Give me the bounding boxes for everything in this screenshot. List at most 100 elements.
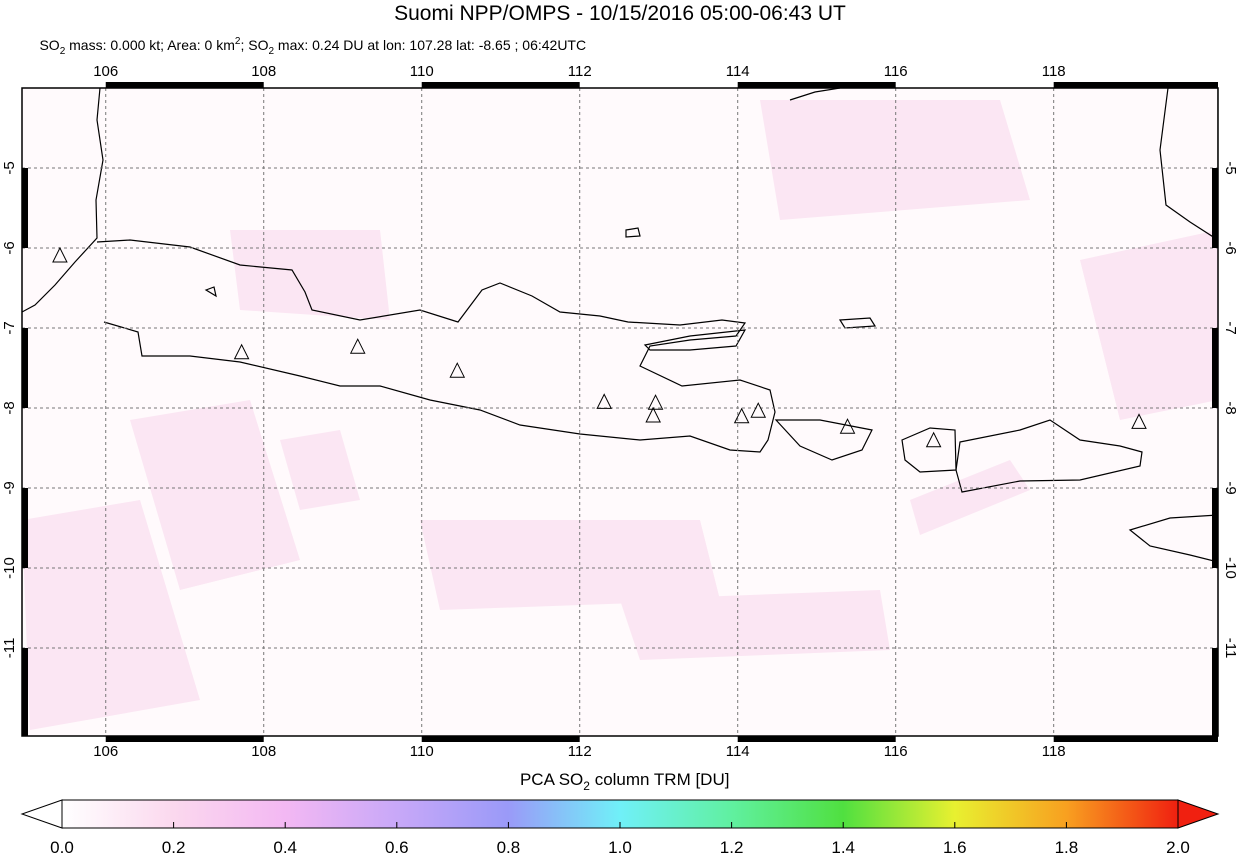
subtitle-part: max: 0.24 DU at lon: 107.28 lat: -8.65 ;… bbox=[274, 37, 586, 53]
x-tick-label: 116 bbox=[884, 63, 908, 80]
coast-java bbox=[96, 239, 776, 453]
colorbar-tick-label: 1.6 bbox=[943, 838, 967, 855]
patch bbox=[420, 520, 720, 610]
volcano bbox=[1131, 413, 1147, 429]
colorbar-under bbox=[20, 799, 63, 829]
y-tick-label: -5 bbox=[1222, 161, 1239, 174]
x-tick-label: 108 bbox=[251, 743, 276, 760]
volcano bbox=[349, 338, 366, 354]
y-tick-label: -7 bbox=[1, 321, 18, 334]
coast-island bbox=[838, 317, 877, 329]
coast-sumba bbox=[1128, 514, 1218, 563]
volcano bbox=[733, 407, 750, 424]
x-tick-label: 110 bbox=[410, 743, 434, 760]
colorbar-tick-label: 1.8 bbox=[1055, 838, 1079, 855]
volcano bbox=[645, 406, 661, 423]
coast-north bbox=[789, 88, 841, 101]
subtitle-part: SO bbox=[39, 37, 59, 53]
x-tick-label: 114 bbox=[726, 743, 750, 760]
frame-bar bbox=[1212, 328, 1218, 408]
title: Suomi NPP/OMPS - 10/15/2016 05:00-06:43 … bbox=[394, 2, 846, 25]
frame-bar bbox=[1212, 488, 1218, 568]
frame-bar bbox=[105, 82, 264, 88]
frame-bar bbox=[22, 168, 28, 248]
colorbar-label: PCA SO2 column TRM [DU] bbox=[496, 770, 743, 793]
patch bbox=[910, 460, 1030, 535]
y-tick-label: -10 bbox=[1222, 557, 1239, 579]
colorbar-label-sub: 2 bbox=[583, 779, 590, 793]
colorbar-tick-label: 0.2 bbox=[162, 838, 186, 855]
frame-bars bbox=[22, 82, 1218, 742]
patch bbox=[230, 230, 390, 320]
coast-island bbox=[204, 286, 217, 298]
y-tick-label: -8 bbox=[1, 401, 18, 414]
y-tick-label: -9 bbox=[1222, 481, 1239, 494]
x-tick-label: 110 bbox=[410, 63, 434, 80]
frame-bar bbox=[105, 736, 264, 742]
colorbar-over bbox=[1177, 799, 1220, 829]
y-tick-label: -9 bbox=[1, 481, 18, 494]
x-tick-label: 116 bbox=[884, 743, 908, 760]
volcano bbox=[449, 362, 466, 378]
x-tick-label: 118 bbox=[1042, 63, 1066, 80]
volcano bbox=[596, 393, 613, 409]
x-tick-label: 106 bbox=[93, 743, 118, 760]
x-tick-label: 114 bbox=[726, 63, 750, 80]
y-tick-label: -8 bbox=[1222, 401, 1239, 414]
subtitle-sub: 2 bbox=[60, 46, 66, 57]
x-tick-label: 112 bbox=[568, 63, 592, 80]
patch bbox=[760, 100, 1030, 220]
volcano bbox=[925, 431, 942, 448]
colorbar-ticks: 0.0 0.2 0.4 0.6 0.8 1.0 1.2 1.4 1.6 1.8 2.0 bbox=[50, 822, 1190, 855]
y-tick-label: -7 bbox=[1222, 321, 1239, 334]
y-tick-label: -6 bbox=[1, 241, 18, 254]
patch bbox=[280, 430, 360, 510]
frame-bar bbox=[1053, 82, 1218, 88]
grid bbox=[22, 88, 1218, 736]
coast-island bbox=[625, 227, 641, 238]
patch bbox=[22, 500, 200, 730]
x-tick-label: 118 bbox=[1042, 743, 1066, 760]
subtitle-sub: 2 bbox=[268, 46, 274, 57]
y-tick-label: -11 bbox=[1, 638, 18, 659]
colorbar-label-part: column TRM [DU] bbox=[590, 770, 730, 789]
colorbar-tick-label: 0.8 bbox=[497, 838, 521, 855]
frame-bar bbox=[421, 736, 580, 742]
x-tick-label: 108 bbox=[251, 63, 276, 80]
subtitle-part: ; SO bbox=[240, 37, 268, 53]
frame-bar bbox=[22, 488, 28, 568]
frame-bar bbox=[22, 328, 28, 408]
x-tick-label: 112 bbox=[568, 743, 592, 760]
map-area bbox=[22, 88, 1218, 736]
frame-bar bbox=[737, 736, 896, 742]
frame-bar bbox=[1212, 168, 1218, 248]
volcano bbox=[750, 402, 767, 418]
patch bbox=[130, 400, 300, 590]
y-tick-label: -10 bbox=[1, 557, 18, 579]
volcano bbox=[647, 394, 664, 410]
volcanoes bbox=[52, 246, 1147, 448]
coast-madura bbox=[643, 329, 747, 351]
tick-labels: 106 106 108 108 110 110 112 112 114 114 116 116 118 1… bbox=[1, 63, 1239, 760]
frame-bar bbox=[1053, 736, 1218, 742]
colorbar-tick-label: 0.0 bbox=[50, 838, 74, 855]
subtitle: SO2 mass: 0.000 kt; Area: 0 km2; SO2 max… bbox=[20, 36, 598, 57]
frame-bar bbox=[1212, 648, 1218, 736]
y-tick-label: -11 bbox=[1222, 638, 1239, 659]
colorbar-tick-label: 0.6 bbox=[385, 838, 409, 855]
so2-patches bbox=[22, 100, 1218, 730]
frame-bar bbox=[737, 82, 896, 88]
coast-sumatra bbox=[22, 88, 104, 313]
coast-kalimantan bbox=[1159, 88, 1218, 241]
y-tick-label: -5 bbox=[1, 161, 18, 174]
colorbar-tick-label: 1.0 bbox=[608, 838, 632, 855]
colorbar-tick-label: 2.0 bbox=[1166, 838, 1190, 855]
colorbar-tick-label: 1.4 bbox=[831, 838, 855, 855]
coast-bali bbox=[774, 419, 873, 461]
x-tick-label: 106 bbox=[93, 63, 118, 80]
volcano bbox=[839, 418, 856, 434]
patch bbox=[620, 590, 890, 660]
colorbar-tick-label: 0.4 bbox=[273, 838, 297, 855]
